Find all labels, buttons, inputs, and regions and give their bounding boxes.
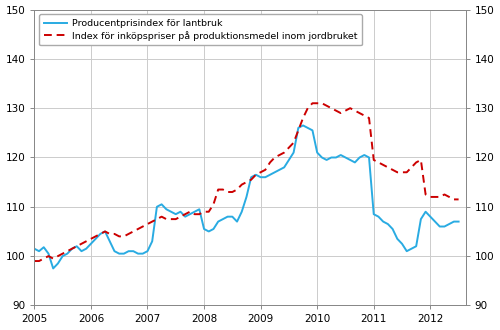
Index för inköpspriser på produktionsmedel inom jordbruket [446,195,452,199]
Producentprisindex för lantbruk [88,242,94,246]
Producentprisindex för lantbruk [144,249,150,253]
Index för inköpspriser på produktionsmedel inom jordbruket [130,229,136,233]
Line: Index för inköpspriser på produktionsmedel inom jordbruket: Index för inköpspriser på produktionsmed… [34,103,459,261]
Index för inköpspriser på produktionsmedel inom jordbruket [32,259,38,263]
Producentprisindex för lantbruk [135,252,141,256]
Line: Producentprisindex för lantbruk: Producentprisindex för lantbruk [34,125,459,268]
Producentprisindex för lantbruk [451,219,457,223]
Index för inköpspriser på produktionsmedel inom jordbruket [451,197,457,201]
Producentprisindex för lantbruk [281,165,287,169]
Producentprisindex för lantbruk [456,219,462,223]
Index för inköpspriser på produktionsmedel inom jordbruket [140,224,146,228]
Producentprisindex för lantbruk [32,247,38,251]
Index för inköpspriser på produktionsmedel inom jordbruket [83,239,89,243]
Producentprisindex för lantbruk [399,242,405,246]
Producentprisindex för lantbruk [300,123,306,127]
Producentprisindex för lantbruk [50,266,56,270]
Legend: Producentprisindex för lantbruk, Index för inköpspriser på produktionsmedel inom: Producentprisindex för lantbruk, Index f… [39,14,362,46]
Index för inköpspriser på produktionsmedel inom jordbruket [456,197,462,201]
Index för inköpspriser på produktionsmedel inom jordbruket [394,170,400,174]
Index för inköpspriser på produktionsmedel inom jordbruket [310,101,316,105]
